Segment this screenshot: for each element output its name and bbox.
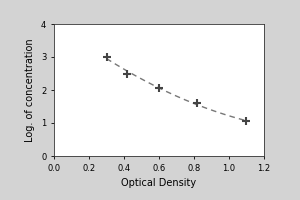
X-axis label: Optical Density: Optical Density	[122, 178, 196, 188]
Y-axis label: Log. of concentration: Log. of concentration	[26, 38, 35, 142]
